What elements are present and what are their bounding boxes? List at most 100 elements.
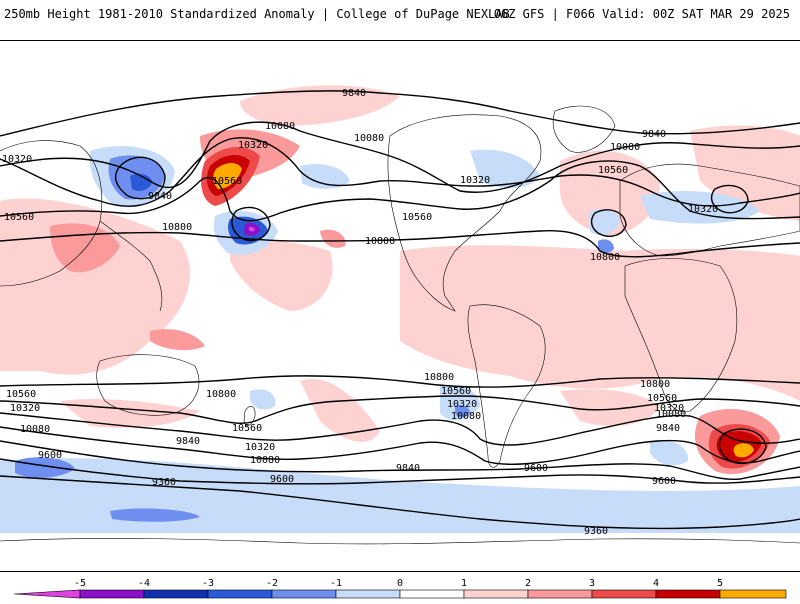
contour-9840-north [0, 90, 800, 137]
contour-europe-low [710, 184, 749, 214]
contour-label: 9840 [342, 88, 366, 99]
positive-anomaly-core [733, 443, 754, 458]
contour-label: 10080 [265, 121, 295, 132]
contour-label: 10320 [688, 204, 718, 215]
africa-coast [624, 258, 738, 413]
colorbar-tick-label: 3 [589, 578, 595, 589]
contour-label: 10560 [402, 212, 432, 223]
positive-anomaly-area [150, 329, 205, 351]
contour-label: 10320 [447, 399, 477, 410]
contour-label: 9840 [176, 436, 200, 447]
negative-anomaly-area [130, 173, 152, 191]
contour-label: 10800 [640, 379, 670, 390]
positive-anomaly-area [320, 229, 346, 248]
contour-label: 9360 [152, 477, 176, 488]
contour-label: 10560 [6, 389, 36, 400]
contour-label: 10080 [250, 455, 280, 466]
contour-label: 9600 [270, 474, 294, 485]
north-america-coast [387, 114, 542, 312]
colorbar-tick-label: -3 [202, 578, 214, 589]
contour-10320-north [0, 137, 800, 207]
negative-anomaly-area [110, 508, 200, 522]
contour-label: 10800 [162, 222, 192, 233]
contour-label: 10080 [610, 142, 640, 153]
contour-label: 10560 [598, 165, 628, 176]
contour-label: 9840 [642, 129, 666, 140]
colorbar-tick-label: 2 [525, 578, 531, 589]
contour-label: 10800 [365, 236, 395, 247]
colorbar-tick-label: 4 [653, 578, 659, 589]
colorbar-tick-label: -1 [330, 578, 342, 589]
contour-label: 10080 [20, 424, 50, 435]
colorbar-tick-label: 0 [397, 578, 403, 589]
contour-10800-north [0, 229, 800, 258]
contour-10560-south [0, 395, 800, 424]
contour-label: 9840 [148, 191, 172, 202]
negative-anomaly-area [15, 457, 75, 478]
contour-label: 10560 [4, 212, 34, 223]
colorbar-swatch [13, 589, 81, 599]
contour-label: 10560 [647, 393, 677, 404]
antarctica-coast [0, 538, 800, 545]
contour-label: 10320 [460, 175, 490, 186]
contour-label: 9840 [396, 463, 420, 474]
contour-label: 10320 [238, 140, 268, 151]
negative-anomaly-area [249, 226, 255, 232]
contour-label: 9600 [524, 463, 548, 474]
contour-label: 10560 [212, 176, 242, 187]
positive-anomaly-area [240, 85, 400, 126]
colorbar-tick-label: -4 [138, 578, 150, 589]
contour-label: 9600 [38, 450, 62, 461]
contour-10080-south [0, 426, 800, 465]
contour-label: 9600 [652, 476, 676, 487]
south-america-coast [467, 304, 546, 468]
anomaly-colorbar: -5 -4 -3 -2 -1 0 1 2 3 4 5 [0, 572, 800, 600]
colorbar-canvas: -5 -4 -3 -2 -1 0 1 2 3 4 5 [13, 578, 787, 599]
greenland-coast [552, 105, 616, 153]
model-run-info: 06Z GFS | F066 Valid: 00Z SAT MAR 29 202… [493, 7, 790, 21]
contour-10080-north [0, 121, 800, 193]
negative-anomaly-area [470, 149, 540, 188]
colorbar-swatch [719, 589, 787, 599]
map-canvas: 9840 10080 10320 10560 10320 9840 10560 … [0, 85, 800, 545]
contour-10320-south [0, 412, 800, 446]
positive-anomaly-area [400, 245, 800, 401]
colorbar-swatch [207, 589, 273, 599]
positive-anomaly-area [0, 198, 190, 375]
contour-label: 10560 [232, 423, 262, 434]
colorbar-tick-label: -2 [266, 578, 278, 589]
contour-label: 10560 [441, 386, 471, 397]
negative-anomaly-area [590, 209, 620, 236]
contour-atlantic-low [590, 209, 627, 237]
colorbar-swatch [399, 589, 465, 599]
colorbar-swatch [79, 589, 145, 599]
contour-label: 10320 [10, 403, 40, 414]
anomaly-map: 9840 10080 10320 10560 10320 9840 10560 … [0, 40, 800, 572]
contour-label: 10800 [424, 372, 454, 383]
height-contours [0, 90, 800, 530]
colorbar-tick-label: 5 [717, 578, 723, 589]
contour-cutoff-low [231, 206, 271, 242]
negative-anomaly-area [300, 164, 350, 189]
positive-anomaly-area [560, 150, 660, 236]
contour-low-ring [114, 156, 166, 200]
contour-10560-north [0, 160, 800, 222]
colorbar-swatches [13, 589, 787, 599]
colorbar-swatch [655, 589, 721, 599]
colorbar-swatch [271, 589, 337, 599]
contour-label: 9360 [584, 526, 608, 537]
contour-label: 9840 [656, 423, 680, 434]
contour-label: 10800 [590, 252, 620, 263]
contour-9840-south [0, 440, 800, 481]
colorbar-swatch [527, 589, 593, 599]
contour-label: 10320 [2, 154, 32, 165]
contour-label: 10080 [354, 133, 384, 144]
contour-label: 10320 [245, 442, 275, 453]
colorbar-swatch [591, 589, 657, 599]
negative-anomaly-area [0, 458, 800, 533]
contour-9600-south [0, 458, 800, 485]
contour-9360-south [0, 475, 800, 530]
negative-anomaly-area [650, 439, 689, 466]
colorbar-swatch [335, 589, 401, 599]
colorbar-ticks: -5 -4 -3 -2 -1 0 1 2 3 4 5 [74, 578, 723, 589]
